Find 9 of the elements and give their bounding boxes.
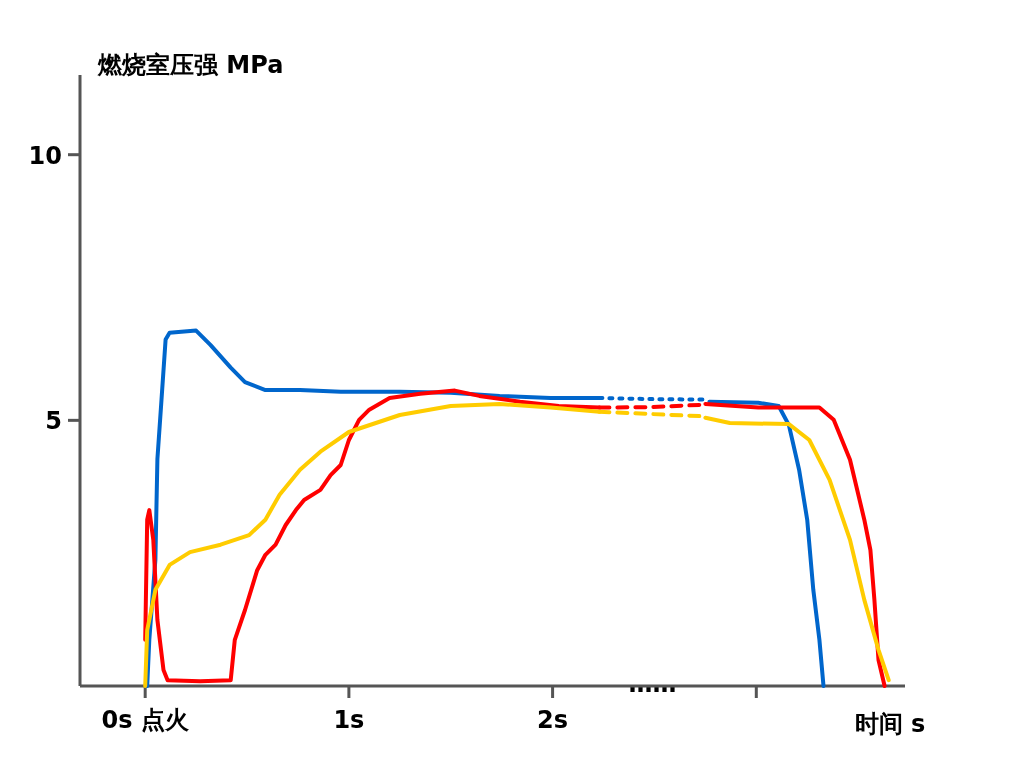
annotation: …… (628, 670, 677, 698)
y-tick-label: 10 (28, 141, 62, 170)
y-axis-title: 燃烧室压强 MPa (97, 51, 284, 79)
x-axis-title: 时间 s (854, 710, 926, 738)
line-series (707, 399, 826, 688)
y-tick-label: 5 (45, 407, 62, 436)
x-tick-label: 1s (333, 706, 365, 734)
x-tick-label: 0s 点火 (101, 706, 190, 734)
x-tick-label: 2s (537, 706, 569, 734)
